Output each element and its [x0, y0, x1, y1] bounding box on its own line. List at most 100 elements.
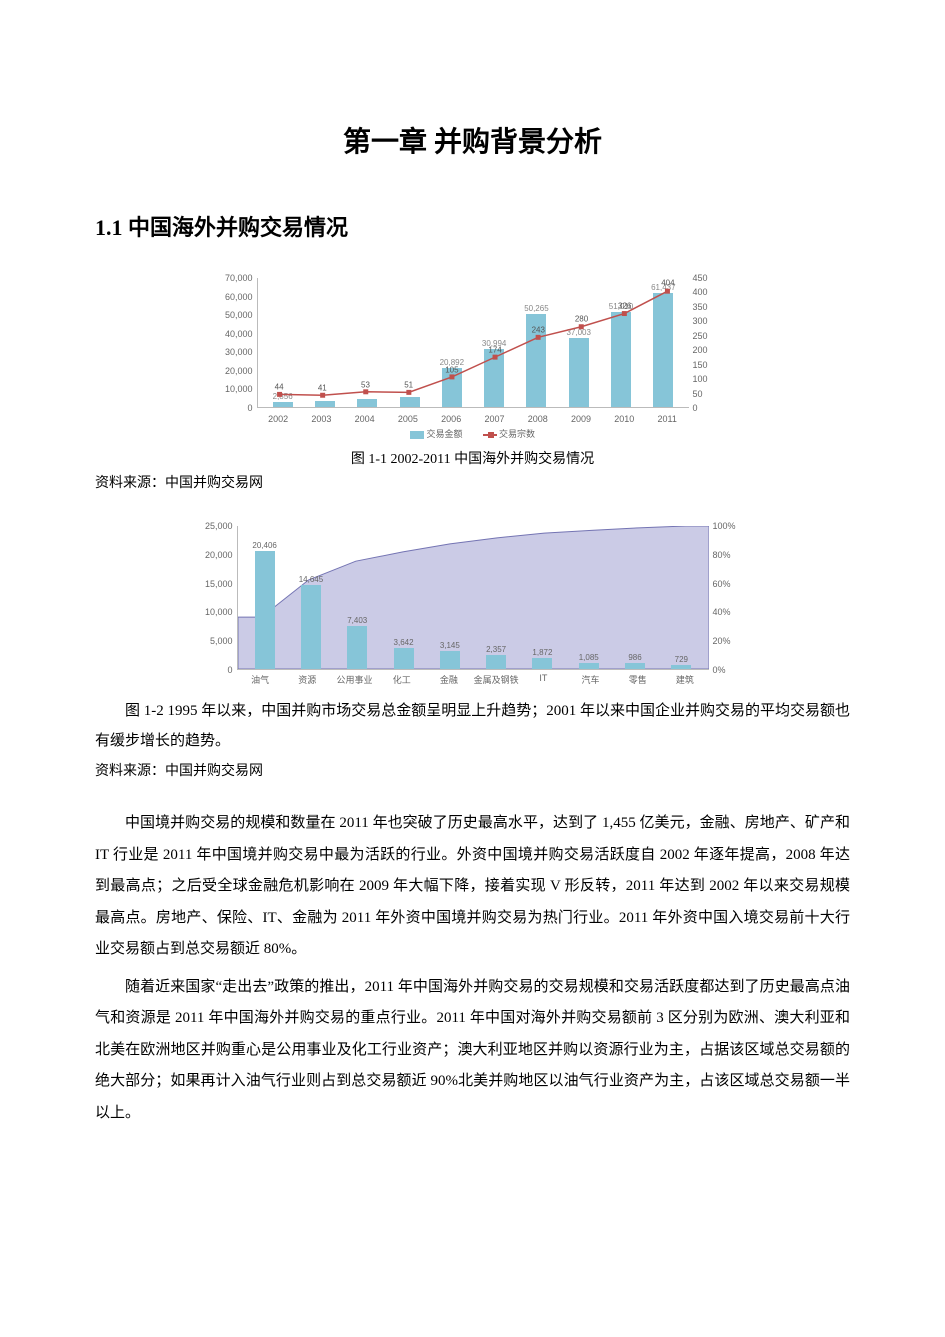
chart1-y-right-label: 450	[693, 273, 733, 283]
chart1-x-label: 2002	[268, 414, 288, 424]
chart1-bar-value-label: 37,003	[559, 328, 599, 337]
chart2-x-label: 零售	[614, 673, 661, 686]
chart1-y-left-label: 70,000	[213, 273, 253, 283]
chart2-x-label: IT	[520, 673, 567, 686]
chart1-y-left-label: 50,000	[213, 310, 253, 320]
chapter-title: 第一章 并购背景分析	[95, 120, 850, 160]
chart2-bar-value-label: 3,642	[382, 638, 426, 647]
chart1-legend-line: 交易宗数	[483, 427, 536, 440]
chart1-x-label: 2007	[484, 414, 504, 424]
chart1-y-right-label: 200	[693, 345, 733, 355]
chart1-line-value-label: 174	[480, 345, 510, 354]
chart1-bar	[484, 349, 504, 407]
chart1-x-label: 2008	[528, 414, 548, 424]
chart2-bar-value-label: 7,403	[335, 616, 379, 625]
chart2-x-label: 建筑	[661, 673, 708, 686]
chart1-x-label: 2009	[571, 414, 591, 424]
chart1-x-label: 2011	[658, 414, 677, 424]
chart2-y-left-label: 25,000	[193, 521, 233, 531]
chart2-bar	[579, 663, 599, 669]
chart2-bar-value-label: 1,085	[567, 653, 611, 662]
chart1-y-left-label: 20,000	[213, 366, 253, 376]
chart1-line-value-label: 44	[264, 383, 294, 392]
chart1-bar-value-label: 2,856	[263, 392, 303, 401]
chart1-y-right-label: 300	[693, 316, 733, 326]
chart2-x-label: 汽车	[567, 673, 614, 686]
chart2-x-label: 油气	[237, 673, 284, 686]
chart1-line-value-label: 404	[653, 279, 683, 288]
chart2-bar	[625, 663, 645, 669]
chart2-y-right-label: 100%	[713, 521, 753, 531]
chart2-y-left-label: 5,000	[193, 636, 233, 646]
chart1-x-label: 2006	[441, 414, 461, 424]
chart1-y-right-label: 150	[693, 360, 733, 370]
body-paragraph-1: 中国境并购交易的规模和数量在 2011 年也突破了历史最高水平，达到了 1,45…	[95, 808, 850, 966]
chart1-y-right-label: 250	[693, 331, 733, 341]
chart2-bar-value-label: 1,872	[520, 648, 564, 657]
chart2-y-left-label: 0	[193, 665, 233, 675]
chart2-bar-value-label: 2,357	[474, 645, 518, 654]
chart1-bar	[569, 338, 589, 407]
chart1-line-value-label: 326	[610, 301, 640, 310]
chart2-x-label: 公用事业	[331, 673, 378, 686]
chart2-x-label: 金属及钢铁	[473, 673, 520, 686]
chart2-x-label: 金融	[425, 673, 472, 686]
chart1-line-value-label: 243	[523, 325, 553, 334]
chart1-bar	[400, 397, 420, 407]
chart2-bar-value-label: 20,406	[243, 541, 287, 550]
chart2-y-left-label: 20,000	[193, 550, 233, 560]
chart2-y-right-label: 60%	[713, 579, 753, 589]
chart-1-source: 资料来源：中国并购交易网	[95, 472, 850, 492]
chart2-bar-value-label: 14,645	[289, 575, 333, 584]
chart1-line-value-label: 41	[307, 384, 337, 393]
chart1-bar	[611, 312, 631, 407]
chart2-bar	[486, 655, 506, 669]
chart1-y-left-label: 30,000	[213, 347, 253, 357]
chart1-x-label: 2004	[355, 414, 375, 424]
chart1-bar	[357, 399, 377, 407]
chart-2-caption: 图 1-2 1995 年以来，中国并购市场交易总金额呈明显上升趋势；2001 年…	[95, 696, 850, 756]
chart2-y-left-label: 15,000	[193, 579, 233, 589]
chart2-bar	[671, 665, 691, 669]
chart-2-source: 资料来源：中国并购交易网	[95, 760, 850, 780]
chart1-y-right-label: 400	[693, 287, 733, 297]
chart1-y-right-label: 100	[693, 374, 733, 384]
chart1-bar-value-label: 50,265	[516, 304, 556, 313]
chart2-bar	[301, 585, 321, 669]
chart2-bar	[532, 658, 552, 669]
chart1-line-value-label: 105	[437, 365, 467, 374]
chart-1-overseas-ma: 2,85620,89230,99450,26537,00351,01061,43…	[213, 272, 733, 442]
chart1-line-value-label: 53	[351, 380, 381, 389]
chart1-y-right-label: 50	[693, 389, 733, 399]
chart2-y-left-label: 10,000	[193, 607, 233, 617]
chart2-y-right-label: 0%	[713, 665, 753, 675]
chart1-y-right-label: 0	[693, 403, 733, 413]
chart2-y-right-label: 80%	[713, 550, 753, 560]
chart2-bar	[347, 626, 367, 669]
chart-2-sector-pareto: 20,406 14,645 7,403 3,6423,1452,3571,8721,0…	[193, 520, 753, 690]
chart1-bar	[653, 293, 673, 407]
chart2-bar-value-label: 729	[659, 655, 703, 664]
chart2-bar-value-label: 3,145	[428, 641, 472, 650]
chart1-line-value-label: 51	[394, 381, 424, 390]
chart2-bar-value-label: 986	[613, 653, 657, 662]
chart1-x-label: 2010	[614, 414, 634, 424]
chart2-bar	[255, 551, 275, 669]
chart1-bar	[315, 401, 335, 407]
chart1-x-label: 2003	[311, 414, 331, 424]
section-1-1-title: 1.1 中国海外并购交易情况	[95, 210, 850, 242]
chart1-y-left-label: 10,000	[213, 384, 253, 394]
chart1-x-label: 2005	[398, 414, 418, 424]
chart1-bar	[273, 402, 293, 407]
chart2-y-right-label: 20%	[713, 636, 753, 646]
chart2-bar	[394, 648, 414, 669]
chart1-y-left-label: 60,000	[213, 292, 253, 302]
chart1-y-left-label: 40,000	[213, 329, 253, 339]
chart1-line-value-label: 280	[567, 315, 597, 324]
body-paragraph-2: 随着近来国家“走出去”政策的推出，2011 年中国海外并购交易的交易规模和交易活…	[95, 972, 850, 1130]
chart1-y-left-label: 0	[213, 403, 253, 413]
chart1-y-right-label: 350	[693, 302, 733, 312]
chart1-legend-bar: 交易金额	[410, 427, 463, 440]
chart-1-caption: 图 1-1 2002-2011 中国海外并购交易情况	[95, 448, 850, 468]
chart2-x-label: 资源	[284, 673, 331, 686]
